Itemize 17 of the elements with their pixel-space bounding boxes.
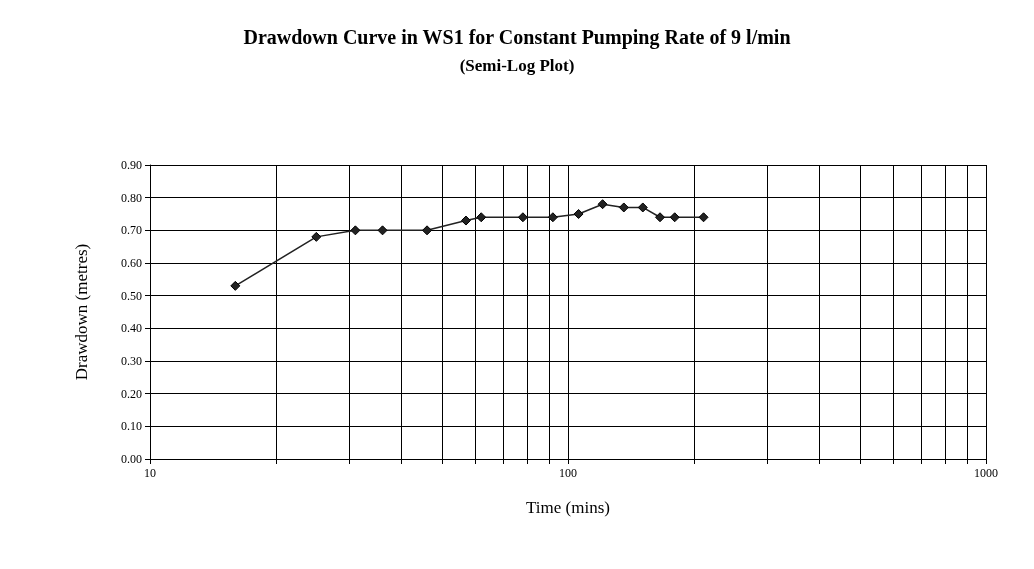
x-tick-label: 100: [559, 466, 577, 480]
y-tick-label: 0.80: [121, 190, 142, 205]
x-axis-title: Time (mins): [526, 498, 610, 517]
y-tick-label: 0.10: [121, 419, 142, 434]
y-tick-label: 0.50: [121, 288, 142, 303]
y-axis-title: Drawdown (metres): [72, 243, 91, 381]
x-tick-label: 10: [144, 466, 156, 480]
y-tick-label: 0.30: [121, 354, 142, 368]
y-tick-label: 0.40: [121, 321, 142, 336]
chart-subtitle: (Semi-Log Plot): [459, 56, 575, 75]
y-tick-label: 0.20: [121, 386, 142, 401]
chart-title: Drawdown Curve in WS1 for Constant Pumping Rate of 9 l/min: [243, 26, 791, 49]
y-tick-label: 0.90: [121, 158, 142, 172]
y-tick-label: 0.60: [121, 256, 142, 270]
y-tick-label: 0.00: [121, 452, 142, 466]
y-tick-label: 0.70: [121, 223, 142, 238]
x-tick-label: 1000: [974, 466, 998, 480]
